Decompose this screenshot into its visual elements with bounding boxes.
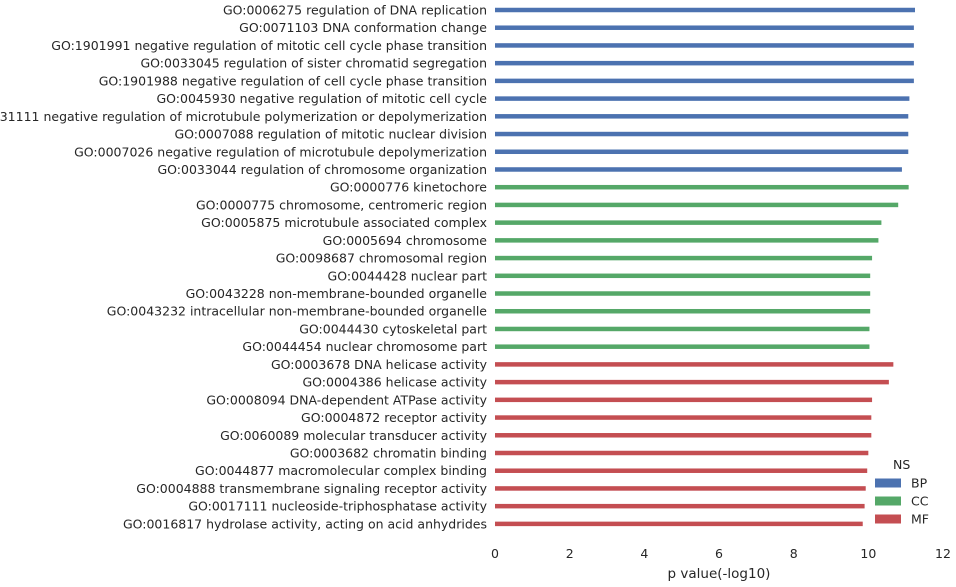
x-tick-label: 10 [860,546,876,561]
category-label: GO:1901991 negative regulation of mitoti… [51,38,487,53]
category-label: GO:0044428 nuclear part [328,268,488,283]
bar-bp-7 [495,131,909,137]
bar-cc-19 [495,344,870,349]
x-axis-label: p value(-log10) [668,566,771,582]
category-label: GO:0005875 microtubule associated comple… [201,215,487,230]
bar-cc-11 [495,202,899,208]
category-label: GO:0071103 DNA conformation change [239,20,487,35]
category-label: GO:0004872 receptor activity [301,410,488,425]
legend-title: NS [893,457,910,472]
category-label: GO:0043232 intracellular non-membrane-bo… [107,304,488,319]
category-label: GO:0031111 negative regulation of microt… [0,109,487,124]
category-label: GO:0007088 regulation of mitotic nuclear… [174,127,487,142]
bar-cc-15 [495,273,871,279]
category-label: GO:0000775 chromosome, centromeric regio… [196,197,487,212]
bar-bp-4 [495,78,914,84]
bar-bp-2 [495,43,914,48]
category-label: GO:0044454 nuclear chromosome part [242,339,487,354]
bar-mf-26 [495,468,868,473]
category-label: GO:0016817 hydrolase activity, acting on… [123,516,487,531]
bar-bp-3 [495,60,914,66]
category-label: GO:0098687 chromosomal region [276,251,487,266]
bar-cc-12 [495,220,882,225]
category-label: GO:0004386 helicase activity [302,375,487,390]
x-tick-label: 4 [640,546,648,561]
legend-label-cc: CC [911,494,929,509]
category-labels: GO:0006275 regulation of DNA replication… [0,3,488,532]
bar-mf-28 [495,503,865,509]
x-tick-label: 12 [935,546,951,561]
category-label: GO:0003682 chromatin binding [290,446,487,461]
legend-swatch-bp [875,478,901,488]
category-label: GO:0017111 nucleoside-triphosphatase act… [188,499,487,514]
legend-label-bp: BP [911,476,928,491]
bar-cc-18 [495,326,870,332]
category-label: GO:0006275 regulation of DNA replication [223,3,487,18]
bar-mf-23 [495,415,872,420]
bar-mf-24 [495,433,872,438]
bar-cc-16 [495,291,871,296]
bar-mf-25 [495,450,869,456]
category-label: GO:0033044 regulation of chromosome orga… [158,162,488,177]
bar-cc-17 [495,308,871,314]
bar-cc-10 [495,184,909,190]
category-label: GO:0044877 macromolecular complex bindin… [195,463,487,478]
category-label: GO:0008094 DNA-dependent ATPase activity [206,392,487,407]
bars [495,7,915,527]
x-axis: 0 2 4 6 8 10 12 p value(-log10) [491,546,951,582]
bar-cc-13 [495,238,879,243]
legend-swatch-mf [875,514,901,524]
category-label: GO:0005694 chromosome [323,233,488,248]
legend-entries: BP CC MF [875,476,929,527]
bar-mf-22 [495,397,873,403]
bar-mf-27 [495,486,866,491]
bar-bp-0 [495,7,915,13]
x-tick-label: 8 [790,546,798,561]
x-tick-label: 0 [491,546,499,561]
x-tick-label: 2 [566,546,574,561]
legend-label-mf: MF [911,512,929,527]
x-tick-labels: 0 2 4 6 8 10 12 [491,546,951,561]
legend: NS BP CC MF [875,457,929,527]
category-label: GO:0000776 kinetochore [330,180,487,195]
bar-bp-5 [495,96,910,101]
category-label: GO:1901988 negative regulation of cell c… [99,73,487,88]
bar-bp-6 [495,114,909,119]
category-label: GO:0045930 negative regulation of mitoti… [157,91,488,106]
category-label: GO:0003678 DNA helicase activity [271,357,488,372]
category-label: GO:0060089 molecular transducer activity [220,428,488,443]
category-label: GO:0044430 cytoskeletal part [299,321,487,336]
bar-bp-1 [495,25,914,30]
category-label: GO:0033045 regulation of sister chromati… [140,56,487,71]
legend-swatch-cc [875,496,901,506]
x-tick-label: 6 [715,546,723,561]
bar-mf-29 [495,521,863,527]
bar-cc-14 [495,255,873,261]
bar-mf-20 [495,362,894,367]
bar-mf-21 [495,379,889,385]
category-label: GO:0007026 negative regulation of microt… [74,144,487,159]
bar-bp-9 [495,167,902,172]
category-label: GO:0004888 transmembrane signaling recep… [136,481,487,496]
bar-bp-8 [495,149,909,155]
category-label: GO:0043228 non-membrane-bounded organell… [186,286,488,301]
